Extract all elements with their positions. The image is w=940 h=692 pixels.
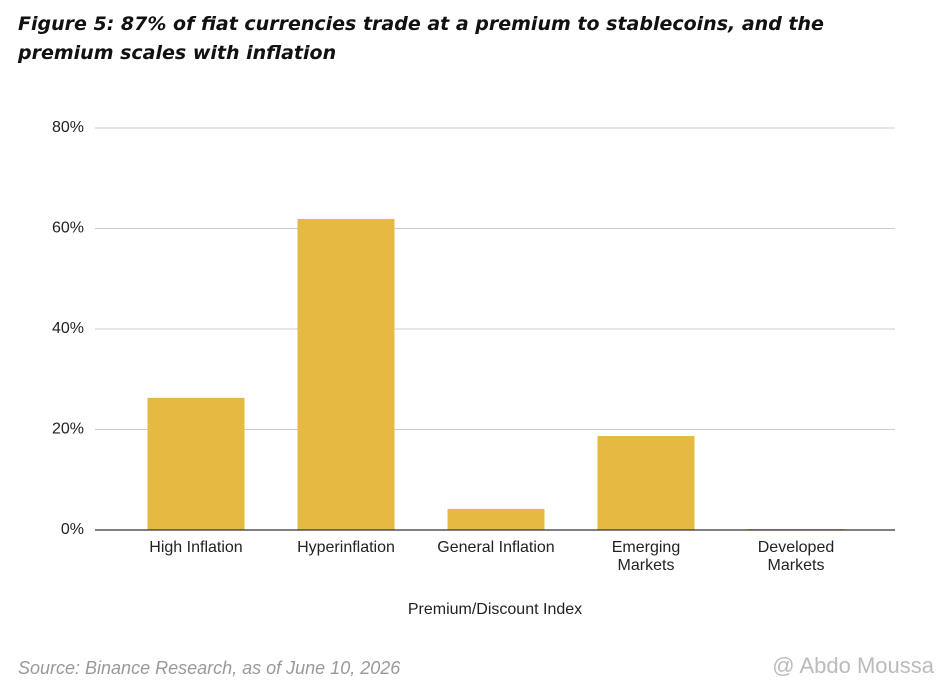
y-tick-label: 20%	[52, 421, 84, 438]
x-axis-label: Premium/Discount Index	[407, 601, 583, 618]
x-tick-label: High Inflation	[149, 539, 243, 556]
y-tick-label: 0%	[61, 521, 84, 538]
bar	[297, 218, 395, 530]
watermark: @ Abdo Moussa	[772, 653, 934, 678]
bar	[447, 508, 545, 530]
x-tick-label: Developed Markets	[757, 539, 835, 574]
chart-title: Figure 5: 87% of fiat currencies trade a…	[18, 13, 824, 64]
x-tick-label: General Inflation	[437, 539, 555, 556]
bar	[597, 436, 695, 530]
y-tick-label: 40%	[52, 320, 84, 337]
bar	[147, 397, 245, 530]
y-tick-label: 60%	[52, 220, 84, 237]
x-tick-label: Hyperinflation	[297, 539, 395, 556]
y-tick-label: 80%	[52, 119, 84, 136]
source-note: Source: Binance Research, as of June 10,…	[18, 658, 401, 678]
x-tick-label: Emerging Markets	[611, 539, 681, 574]
